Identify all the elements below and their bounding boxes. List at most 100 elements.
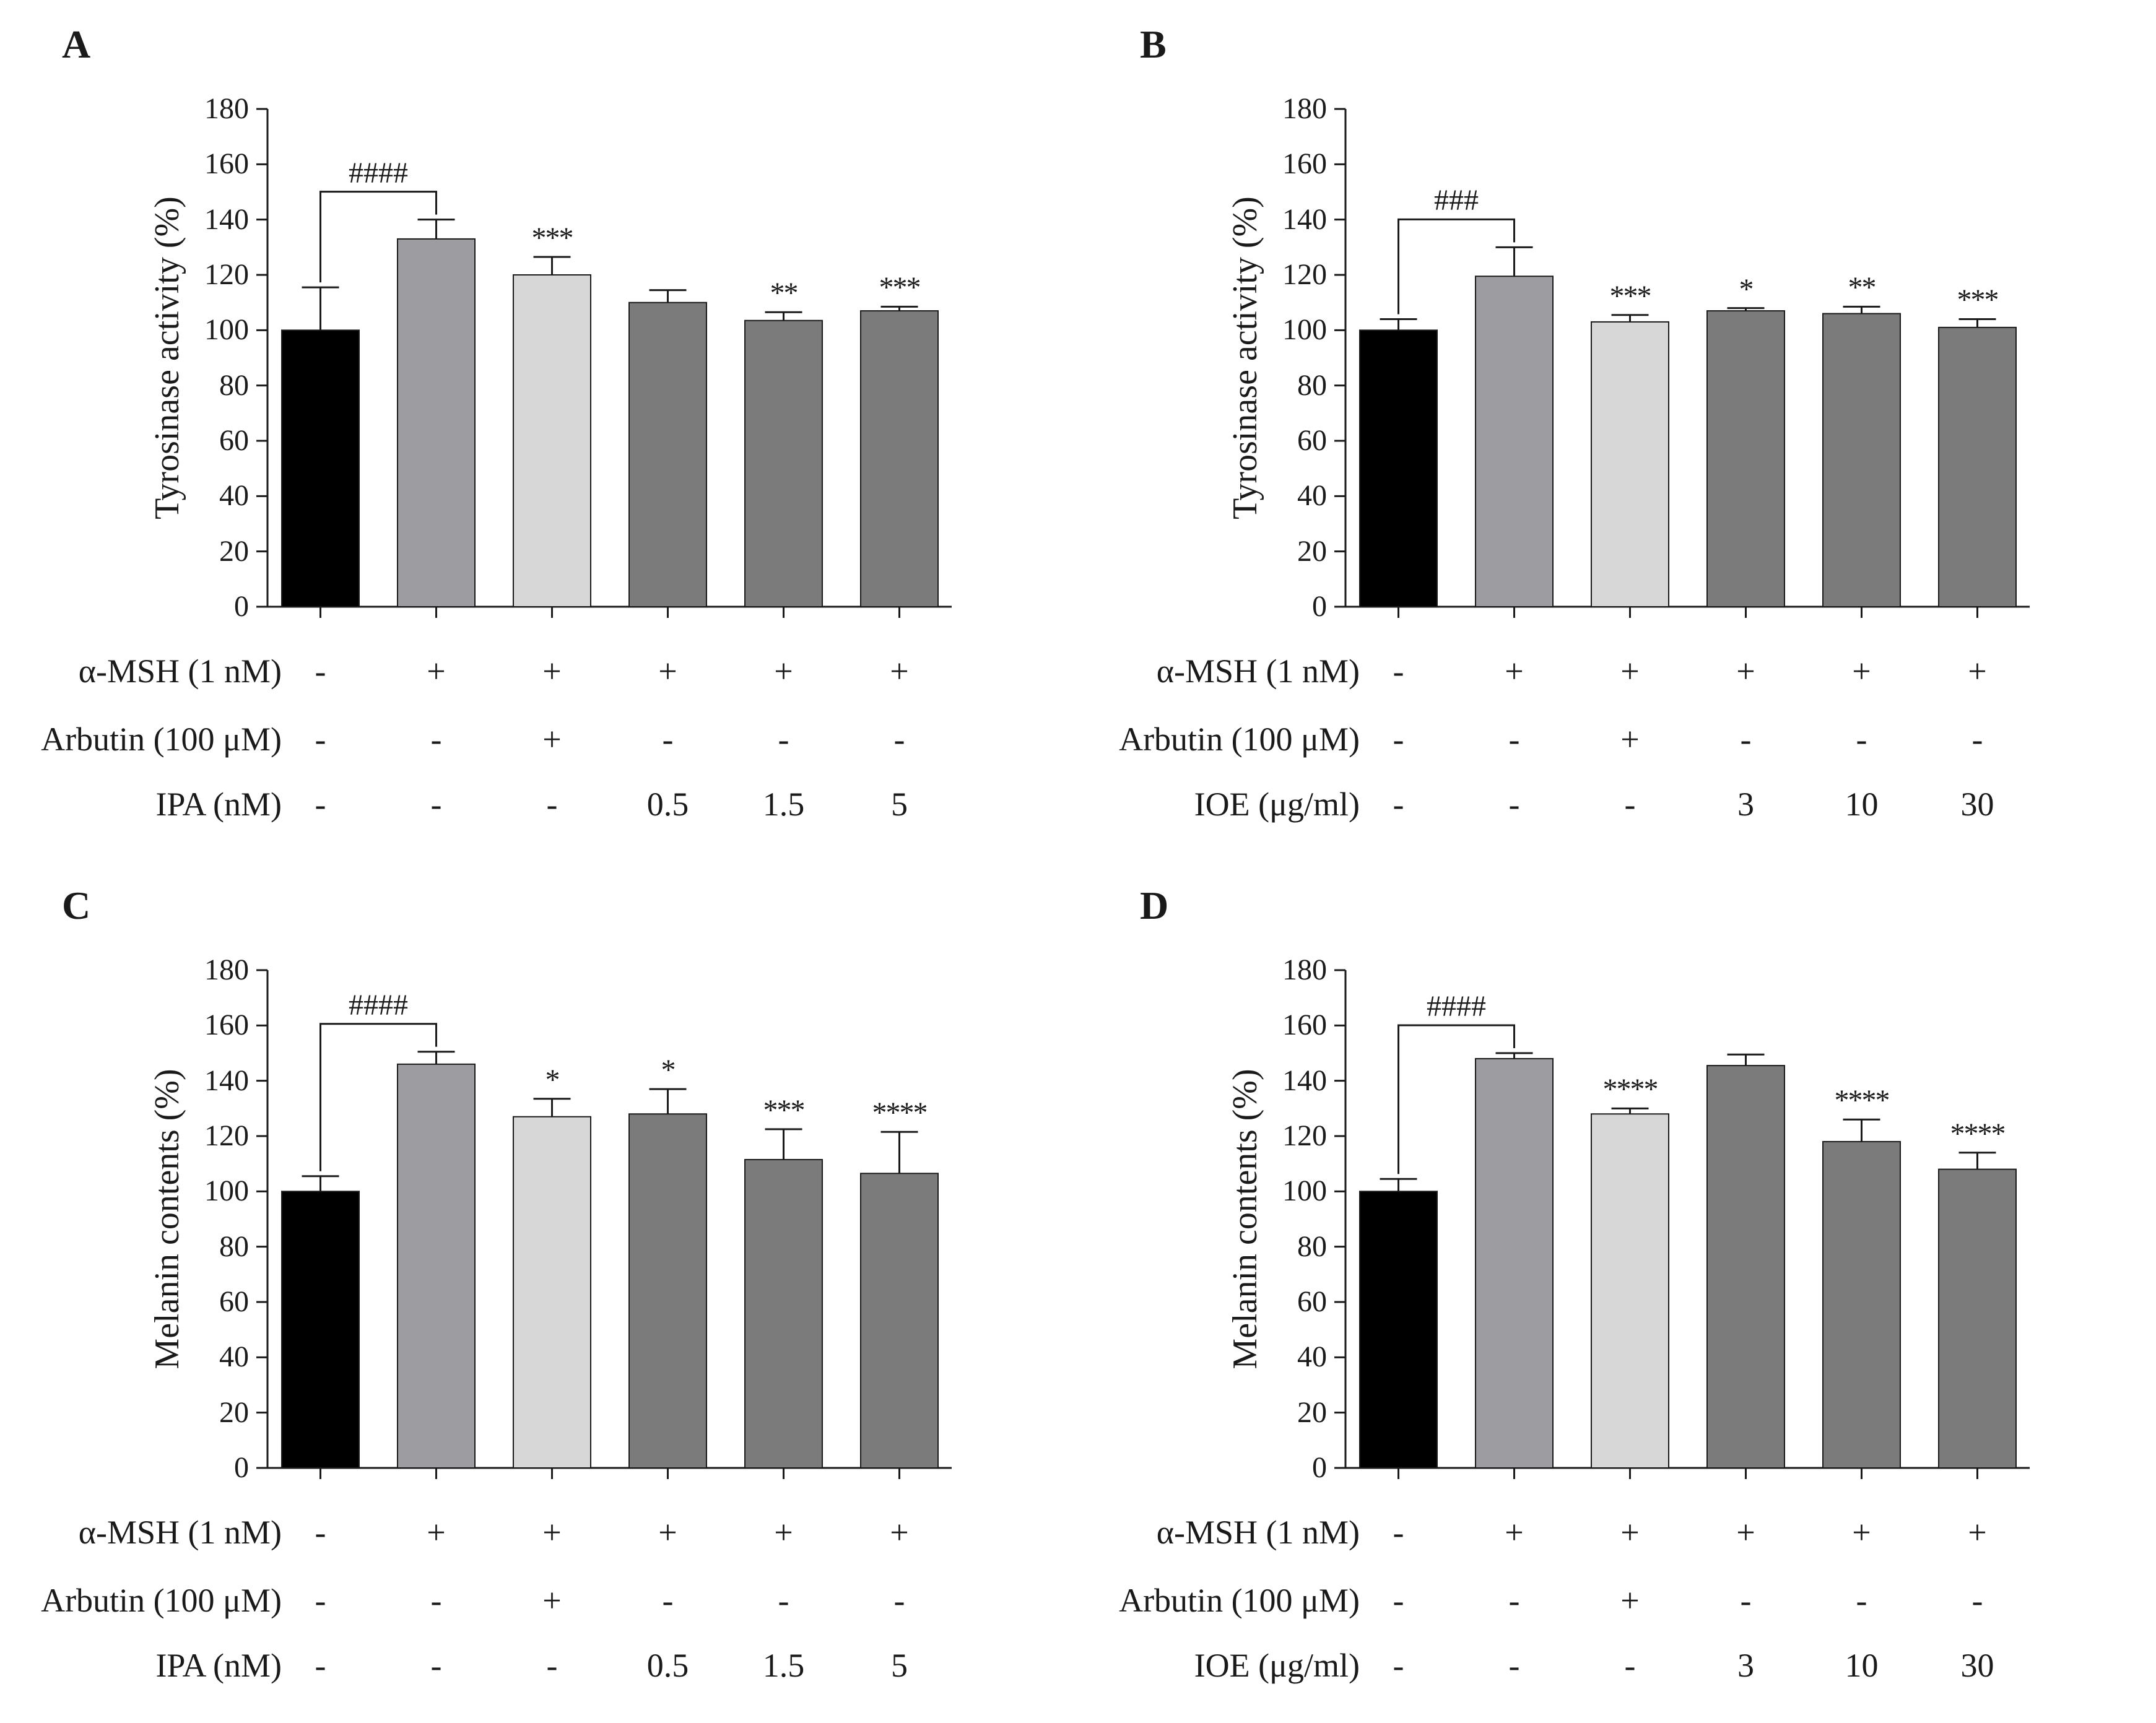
significance-label: **** (872, 1096, 928, 1130)
bar (1822, 313, 1901, 607)
chart-svg (1334, 108, 2030, 618)
significance-label: *** (879, 271, 921, 305)
treatment-cell: + (1620, 721, 1640, 758)
treatment-cell: + (1505, 653, 1524, 690)
treatment-cell: + (658, 653, 677, 690)
treatment-cell: - (315, 721, 326, 758)
bar (1938, 1168, 2017, 1469)
y-tick-label: 60 (1297, 1285, 1327, 1318)
bar (628, 302, 707, 607)
significance-label: * (545, 1063, 560, 1096)
treatment-cell: - (1971, 1582, 1983, 1619)
chart-panel-c: C 0 20 40 60 80 100 120 140 160 180 * * *** **** #### Me… (0, 861, 1078, 1722)
y-tick-label: 120 (1282, 1119, 1327, 1152)
y-tick-label: 80 (219, 368, 249, 402)
y-tick-label: 60 (219, 1285, 249, 1318)
comparison-bracket (1397, 1024, 1515, 1174)
treatment-cell: + (1620, 653, 1640, 690)
y-tick-label: 120 (204, 258, 249, 291)
significance-label: *** (1609, 279, 1652, 313)
bar (1591, 1113, 1669, 1469)
treatment-cell: - (662, 721, 674, 758)
treatment-cell: - (1393, 786, 1404, 823)
chart-svg (1334, 969, 2030, 1479)
significance-label: *** (1957, 284, 1999, 317)
y-tick-label: 40 (1297, 1340, 1327, 1374)
significance-label: **** (1834, 1084, 1890, 1118)
y-tick-label: 0 (1312, 590, 1327, 623)
chart-svg (256, 108, 952, 618)
treatment-cell: 30 (1960, 786, 1994, 823)
bar (1475, 1057, 1554, 1469)
treatment-cell: + (890, 1514, 909, 1551)
significance-label: *** (763, 1093, 806, 1127)
y-axis-title: Melanin contents (%) (148, 1069, 186, 1369)
bar (1822, 1140, 1901, 1469)
y-tick-label: 100 (204, 313, 249, 347)
treatment-cell: + (427, 653, 446, 690)
treatment-cell: 0.5 (646, 786, 689, 823)
bar (1706, 310, 1785, 607)
chart-panel-a: A 0 20 40 60 80 100 120 140 160 180 *** ** *** #### Tyr… (0, 0, 1078, 861)
treatment-cell: - (430, 721, 442, 758)
bracket-label: ### (1434, 184, 1479, 217)
treatment-row-label: α-MSH (1 nM) (1156, 1514, 1360, 1551)
treatment-cell: - (778, 721, 789, 758)
treatment-cell: - (315, 1514, 326, 1551)
treatment-cell: - (546, 1647, 558, 1684)
treatment-cell: - (1508, 1647, 1520, 1684)
treatment-cell: + (542, 1582, 562, 1619)
treatment-cell: + (1620, 1514, 1640, 1551)
treatment-cell: - (430, 786, 442, 823)
panel-letter: A (62, 22, 91, 66)
treatment-cell: 1.5 (762, 1647, 805, 1684)
y-tick-label: 160 (1282, 147, 1327, 181)
treatment-cell: - (315, 786, 326, 823)
bar (1475, 276, 1554, 607)
y-axis-title: Tyrosinase activity (%) (1226, 196, 1264, 519)
treatment-cell: - (1508, 721, 1520, 758)
treatment-cell: 3 (1737, 1647, 1754, 1684)
bracket-label: #### (349, 156, 408, 189)
y-tick-label: 20 (1297, 534, 1327, 568)
bar (1938, 326, 2017, 607)
treatment-cell: 5 (891, 786, 908, 823)
treatment-cell: - (1856, 721, 1867, 758)
y-axis-title: Tyrosinase activity (%) (148, 196, 186, 519)
y-tick-label: 20 (1297, 1395, 1327, 1429)
treatment-cell: + (542, 653, 562, 690)
y-tick-label: 80 (1297, 368, 1327, 402)
treatment-cell: 10 (1845, 786, 1879, 823)
y-tick-label: 180 (1282, 92, 1327, 125)
treatment-cell: - (1740, 721, 1752, 758)
y-tick-label: 100 (204, 1174, 249, 1208)
significance-label: **** (1950, 1117, 2006, 1150)
treatment-row-label: IOE (μg/ml) (1194, 1647, 1360, 1684)
treatment-cell: - (1624, 1647, 1636, 1684)
treatment-row-label: IOE (μg/ml) (1194, 786, 1360, 823)
bar (1706, 1065, 1785, 1469)
treatment-cell: - (1740, 1582, 1752, 1619)
chart-svg (256, 969, 952, 1479)
y-axis-title: Melanin contents (%) (1226, 1069, 1264, 1369)
treatment-row-label: α-MSH (1 nM) (78, 653, 282, 690)
treatment-cell: + (1505, 1514, 1524, 1551)
treatment-cell: + (1736, 653, 1755, 690)
chart-panel-b: B 0 20 40 60 80 100 120 140 160 180 *** * ** *** ### Tyr… (1078, 0, 2156, 861)
bar (1359, 1191, 1438, 1469)
y-tick-label: 100 (1282, 313, 1327, 347)
treatment-cell: + (427, 1514, 446, 1551)
comparison-bracket (1397, 218, 1515, 315)
panel-letter: D (1140, 883, 1169, 927)
treatment-row-label: Arbutin (100 μM) (1119, 721, 1360, 758)
treatment-cell: 10 (1845, 1647, 1879, 1684)
treatment-row-label: Arbutin (100 μM) (41, 1582, 282, 1619)
bar (513, 1116, 591, 1469)
y-tick-label: 140 (1282, 1064, 1327, 1097)
bar (628, 1113, 707, 1469)
y-tick-label: 20 (219, 534, 249, 568)
treatment-cell: + (1968, 653, 1987, 690)
y-tick-label: 100 (1282, 1174, 1327, 1208)
bracket-label: #### (1427, 990, 1486, 1023)
y-tick-label: 140 (1282, 202, 1327, 236)
